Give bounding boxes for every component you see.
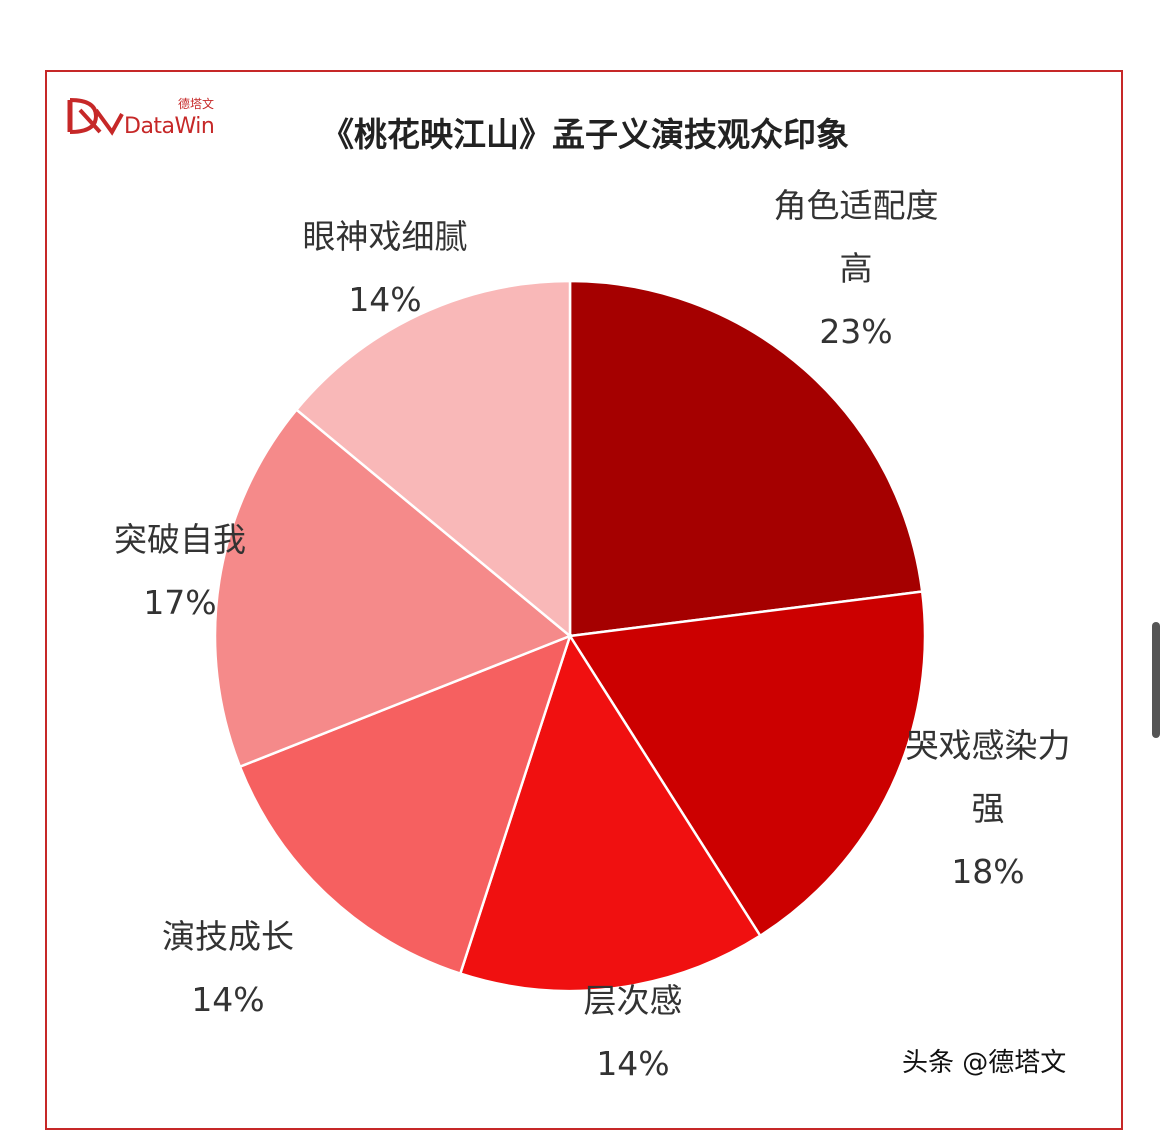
watermark: 头条 @德塔文 xyxy=(902,1048,1067,1078)
pie-slice-6 xyxy=(294,279,572,639)
slice-value: 17% xyxy=(143,583,217,622)
slice-label-6: 眼神戏细腻 14% xyxy=(265,205,505,331)
slice-value: 23% xyxy=(819,311,893,351)
slice-label-1: 角色适配度 高 23% xyxy=(736,174,976,363)
slice-value: 14% xyxy=(191,980,265,1019)
datawin-mark-icon xyxy=(67,98,124,136)
slice-name: 哭戏感染力 强 xyxy=(905,725,1071,828)
pie-slice-2 xyxy=(567,590,927,938)
scrollbar[interactable] xyxy=(1152,622,1160,738)
slice-name: 突破自我 xyxy=(114,520,246,559)
slice-name: 眼神戏细腻 xyxy=(302,217,468,256)
pie-chart xyxy=(213,279,927,993)
slice-value: 14% xyxy=(348,280,422,319)
slice-label-4: 演技成长 14% xyxy=(128,905,328,1031)
slice-name: 层次感 xyxy=(583,981,683,1020)
pie-slice-5 xyxy=(213,407,573,769)
chart-title: 《桃花映江山》孟子义演技观众印象 xyxy=(321,115,849,154)
logo-text: DataWin xyxy=(124,114,215,139)
pie-slice-4 xyxy=(238,633,573,976)
slice-value: 14% xyxy=(596,1044,670,1083)
slice-value: 18% xyxy=(951,851,1025,891)
slice-label-2: 哭戏感染力 强 18% xyxy=(868,714,1108,903)
datawin-logo: 德塔文 DataWin xyxy=(66,92,236,142)
slice-label-5: 突破自我 17% xyxy=(80,508,280,634)
slice-name: 演技成长 xyxy=(162,917,294,956)
slice-name: 角色适配度 高 xyxy=(773,185,939,288)
slice-label-3: 层次感 14% xyxy=(533,969,733,1095)
logo-cn-text: 德塔文 xyxy=(178,97,215,111)
pie-slice-3 xyxy=(458,633,762,993)
pie-slice-1 xyxy=(568,279,924,638)
